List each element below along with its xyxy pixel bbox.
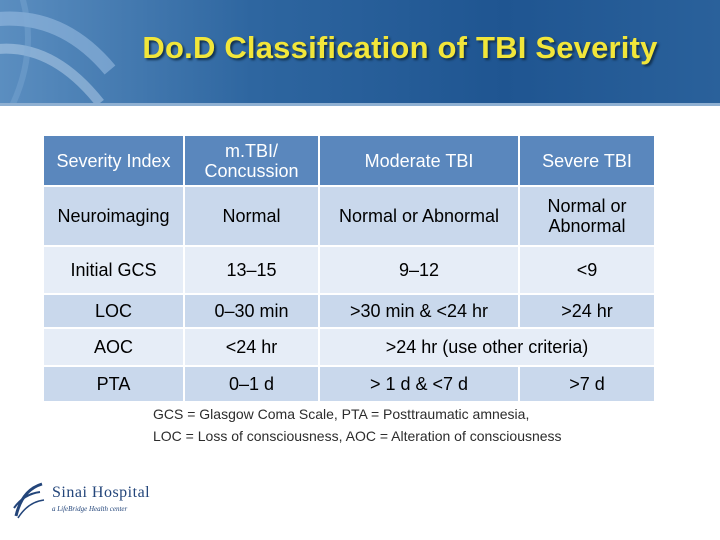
- footnote-line-1: GCS = Glasgow Coma Scale, PTA = Posttrau…: [153, 406, 530, 422]
- row-label: Neuroimaging: [44, 185, 184, 246]
- table-header-row: Severity Index m.TBI/ Concussion Moderat…: [44, 136, 654, 186]
- cell-moderate: > 1 d & <7 d: [318, 365, 519, 401]
- cell-mtbi: 13–15: [183, 245, 319, 294]
- table-row-pta: PTA 0–1 d > 1 d & <7 d >7 d: [44, 365, 654, 401]
- cell-mtbi: <24 hr: [183, 327, 319, 366]
- cell-mtbi: Normal: [183, 185, 319, 246]
- cell-mtbi: 0–1 d: [183, 365, 319, 401]
- row-label: Initial GCS: [44, 245, 184, 294]
- header-moderate-tbi: Moderate TBI: [318, 136, 519, 186]
- table-row-loc: LOC 0–30 min >30 min & <24 hr >24 hr: [44, 293, 654, 328]
- sinai-emblem-icon: [13, 482, 45, 519]
- header-severe-tbi: Severe TBI: [518, 136, 654, 186]
- row-label: PTA: [44, 365, 184, 401]
- table-row-initial-gcs: Initial GCS 13–15 9–12 <9: [44, 245, 654, 294]
- row-label: AOC: [44, 327, 184, 366]
- cell-severe: >24 hr: [518, 293, 654, 328]
- cell-mtbi: 0–30 min: [183, 293, 319, 328]
- table-row-neuroimaging: Neuroimaging Normal Normal or Abnormal N…: [44, 185, 654, 246]
- table-row-aoc: AOC <24 hr >24 hr (use other criteria): [44, 327, 654, 366]
- row-label: LOC: [44, 293, 184, 328]
- logo-name: Sinai Hospital: [52, 484, 151, 501]
- header-mtbi-concussion: m.TBI/ Concussion: [183, 136, 319, 186]
- cell-moderate: 9–12: [318, 245, 519, 294]
- slide-title: Do.D Classification of TBI Severity: [142, 30, 658, 65]
- cell-severe: <9: [518, 245, 654, 294]
- cell-severe: >7 d: [518, 365, 654, 401]
- decorative-swirl-graphic: [0, 0, 116, 103]
- tbi-severity-table: Severity Index m.TBI/ Concussion Moderat…: [44, 136, 654, 401]
- sinai-hospital-logo: Sinai Hospital a LifeBridge Health cente…: [12, 478, 150, 528]
- abbreviations-footnote: GCS = Glasgow Coma Scale, PTA = Posttrau…: [153, 403, 673, 447]
- title-banner: Do.D Classification of TBI Severity: [0, 0, 720, 103]
- header-severity-index: Severity Index: [44, 136, 184, 186]
- logo-tagline: a LifeBridge Health center: [52, 505, 128, 513]
- cell-moderate: Normal or Abnormal: [318, 185, 519, 246]
- cell-moderate: >30 min & <24 hr: [318, 293, 519, 328]
- cell-moderate-severe-merged: >24 hr (use other criteria): [318, 327, 654, 366]
- header-divider: [0, 103, 720, 106]
- cell-severe: Normal or Abnormal: [518, 185, 654, 246]
- footnote-line-2: LOC = Loss of consciousness, AOC = Alter…: [153, 428, 562, 444]
